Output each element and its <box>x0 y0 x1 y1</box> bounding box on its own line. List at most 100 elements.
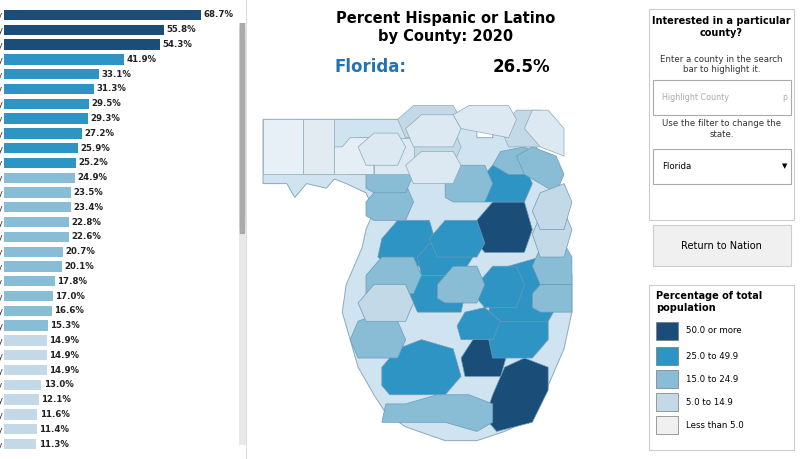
Bar <box>4 232 69 242</box>
Polygon shape <box>477 202 532 252</box>
Bar <box>4 84 94 94</box>
Text: Percent Hispanic or Latino
by County: 2020: Percent Hispanic or Latino by County: 20… <box>335 11 555 44</box>
Bar <box>4 54 124 65</box>
Polygon shape <box>406 151 461 184</box>
Text: 29.3%: 29.3% <box>90 114 120 123</box>
Polygon shape <box>477 266 525 308</box>
Polygon shape <box>489 257 564 321</box>
Polygon shape <box>477 165 532 202</box>
Text: 33.1%: 33.1% <box>102 70 131 78</box>
Text: 11.4%: 11.4% <box>39 425 69 434</box>
Text: p: p <box>782 93 786 102</box>
FancyBboxPatch shape <box>650 285 794 450</box>
Polygon shape <box>263 119 572 441</box>
Bar <box>4 320 48 331</box>
Text: 14.9%: 14.9% <box>49 365 79 375</box>
Bar <box>4 128 82 139</box>
Text: 17.0%: 17.0% <box>55 291 85 301</box>
Polygon shape <box>493 147 540 174</box>
Bar <box>4 350 46 360</box>
Bar <box>4 187 71 198</box>
Polygon shape <box>501 110 548 147</box>
Polygon shape <box>406 115 461 147</box>
Text: 68.7%: 68.7% <box>203 11 234 19</box>
Bar <box>4 380 42 390</box>
FancyBboxPatch shape <box>653 80 790 115</box>
Bar <box>4 202 71 213</box>
Polygon shape <box>398 129 461 165</box>
Text: 31.3%: 31.3% <box>96 84 126 94</box>
Polygon shape <box>525 110 564 156</box>
Text: 11.3%: 11.3% <box>38 440 69 448</box>
Text: 20.7%: 20.7% <box>66 247 95 256</box>
Bar <box>4 439 37 449</box>
Polygon shape <box>446 165 493 202</box>
Polygon shape <box>532 184 572 230</box>
Bar <box>4 99 89 109</box>
Bar <box>4 276 55 286</box>
Bar <box>656 416 678 434</box>
Polygon shape <box>485 358 548 431</box>
Text: 15.0 to 24.9: 15.0 to 24.9 <box>686 375 738 384</box>
Text: 29.5%: 29.5% <box>91 99 121 108</box>
Polygon shape <box>430 220 485 257</box>
Polygon shape <box>457 308 501 340</box>
Polygon shape <box>350 312 406 358</box>
Text: Interested in a particular
county?: Interested in a particular county? <box>652 16 791 38</box>
Polygon shape <box>418 243 473 275</box>
Polygon shape <box>366 184 414 220</box>
Bar <box>4 25 164 35</box>
Polygon shape <box>532 211 572 257</box>
Polygon shape <box>532 243 572 285</box>
Bar <box>4 409 38 420</box>
Polygon shape <box>517 147 564 193</box>
Polygon shape <box>366 257 422 294</box>
Text: Highlight County: Highlight County <box>662 93 729 102</box>
Text: 23.4%: 23.4% <box>74 203 103 212</box>
Polygon shape <box>302 119 334 174</box>
Bar <box>4 306 52 316</box>
Text: 54.3%: 54.3% <box>162 40 192 49</box>
Text: 25.0 to 49.9: 25.0 to 49.9 <box>686 352 738 361</box>
Bar <box>4 69 99 79</box>
Text: 17.8%: 17.8% <box>58 277 87 286</box>
Text: 25.2%: 25.2% <box>78 158 108 168</box>
Polygon shape <box>263 119 302 174</box>
Text: Enter a county in the search
bar to highlight it.: Enter a county in the search bar to high… <box>660 55 783 74</box>
Bar <box>4 217 70 227</box>
Text: Florida:: Florida: <box>334 57 406 76</box>
Bar <box>656 322 678 340</box>
Polygon shape <box>374 138 414 174</box>
Text: 26.5%: 26.5% <box>493 57 550 76</box>
FancyBboxPatch shape <box>239 23 246 234</box>
Text: ▼: ▼ <box>782 163 787 169</box>
Bar <box>4 158 76 168</box>
Text: 25.9%: 25.9% <box>81 144 110 153</box>
Polygon shape <box>334 138 374 174</box>
Text: 22.6%: 22.6% <box>71 232 101 241</box>
Text: Return to Nation: Return to Nation <box>681 241 762 251</box>
Text: Percentage of total
population: Percentage of total population <box>656 291 762 313</box>
Text: 23.5%: 23.5% <box>74 188 103 197</box>
Text: 41.9%: 41.9% <box>126 55 157 64</box>
Text: 27.2%: 27.2% <box>84 129 114 138</box>
Text: 12.1%: 12.1% <box>41 395 71 404</box>
Text: 11.6%: 11.6% <box>39 410 70 419</box>
Polygon shape <box>378 220 438 266</box>
Bar <box>4 424 37 434</box>
Polygon shape <box>532 285 572 312</box>
Polygon shape <box>382 340 461 395</box>
Bar <box>656 393 678 411</box>
Polygon shape <box>358 285 414 321</box>
Text: Use the filter to change the
state.: Use the filter to change the state. <box>662 119 781 139</box>
Bar <box>4 113 88 124</box>
Text: 13.0%: 13.0% <box>44 381 74 389</box>
Text: 5.0 to 14.9: 5.0 to 14.9 <box>686 397 732 407</box>
Polygon shape <box>382 395 493 431</box>
Text: 14.9%: 14.9% <box>49 336 79 345</box>
Text: 14.9%: 14.9% <box>49 351 79 360</box>
Polygon shape <box>410 275 465 312</box>
Text: Florida: Florida <box>662 162 691 171</box>
Text: 20.1%: 20.1% <box>64 262 94 271</box>
FancyBboxPatch shape <box>653 149 790 184</box>
